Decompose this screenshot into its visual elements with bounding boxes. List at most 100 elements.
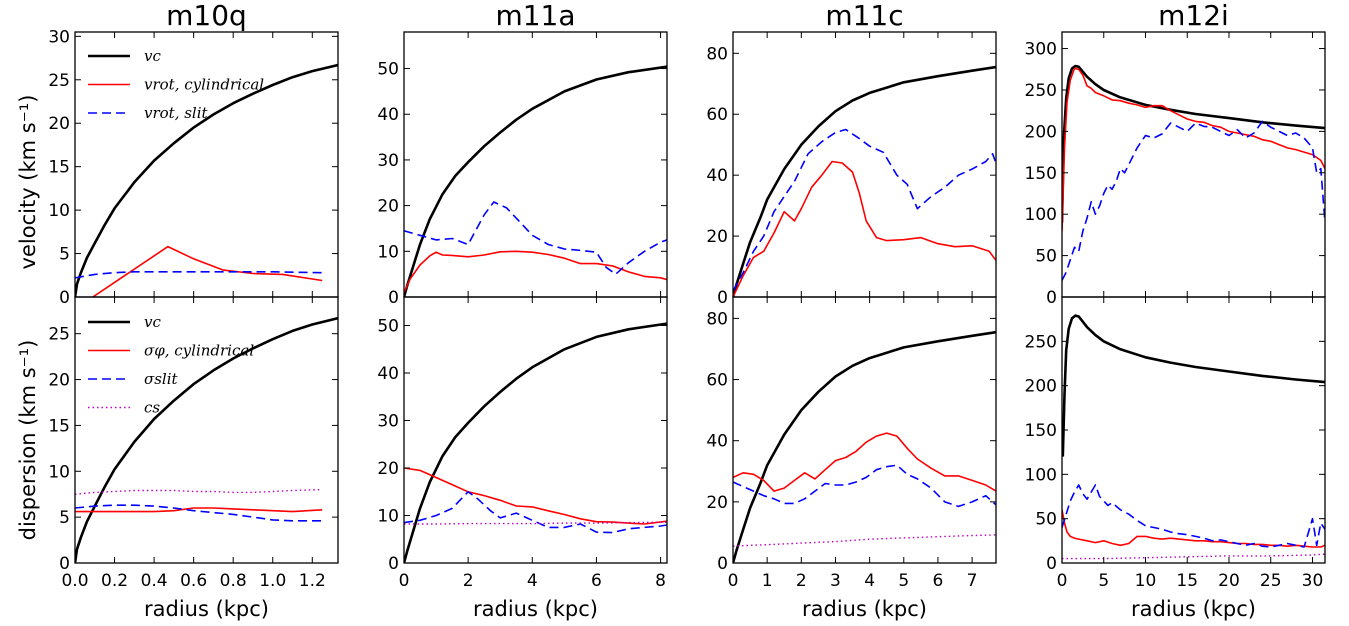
legend-label-slit: vrot, slit bbox=[144, 104, 209, 122]
y-tick-label: 20 bbox=[706, 227, 728, 247]
y-tick-label: 100 bbox=[1025, 205, 1057, 225]
bottom-axes-frame bbox=[403, 296, 668, 564]
bottom-series-group bbox=[404, 322, 667, 563]
bottom-series-cyl bbox=[75, 507, 323, 513]
bottom-series-slit bbox=[1062, 484, 1325, 548]
bottom-series-vc bbox=[75, 316, 338, 563]
y-tick-label: 0 bbox=[717, 554, 728, 574]
y-tick-label: 60 bbox=[706, 371, 728, 391]
y-tick-label: 10 bbox=[377, 507, 399, 527]
top-series-vc bbox=[75, 63, 338, 297]
legend-velocity: vc vrot, cylindrical vrot, slit bbox=[88, 47, 264, 122]
y-tick-label: 40 bbox=[377, 364, 399, 384]
top-series-group bbox=[75, 63, 338, 297]
legend-label-cs: cs bbox=[144, 399, 160, 417]
x-tick-label: 0.8 bbox=[220, 571, 247, 591]
bottom-axes-frame bbox=[732, 296, 997, 564]
panel-title: m10q bbox=[166, 0, 247, 32]
top-axes-frame bbox=[732, 31, 997, 298]
bottom-series-vc bbox=[1062, 314, 1325, 457]
y-tick-label: 80 bbox=[706, 309, 728, 329]
x-tick-label: 30 bbox=[1302, 571, 1324, 591]
y-tick-label: 25 bbox=[48, 71, 70, 91]
top-series-slit bbox=[404, 201, 667, 275]
bottom-axes-frame bbox=[74, 296, 339, 564]
y-tick-label: 10 bbox=[48, 201, 70, 221]
x-axis-label: radius (kpc) bbox=[473, 597, 598, 621]
y-tick-label: 0 bbox=[388, 288, 399, 308]
legend-label-vc: vc bbox=[144, 313, 161, 331]
y-tick-label: 10 bbox=[377, 242, 399, 262]
y-tick-label: 30 bbox=[377, 151, 399, 171]
legend-label-slit: σslit bbox=[144, 370, 179, 388]
top-axes-frame bbox=[74, 31, 339, 298]
y-tick-label: 5 bbox=[59, 245, 70, 265]
x-tick-label: 5 bbox=[1098, 571, 1109, 591]
y-tick-label: 150 bbox=[1025, 421, 1057, 441]
y-tick-label: 50 bbox=[1035, 510, 1057, 530]
bottom-series-cs bbox=[75, 488, 323, 495]
top-series-vc bbox=[733, 65, 996, 297]
top-series-slit bbox=[733, 128, 996, 292]
y-tick-label: 0 bbox=[1046, 554, 1057, 574]
bottom-series-cyl bbox=[733, 432, 996, 492]
y-tick-label: 20 bbox=[706, 493, 728, 513]
y-tick-label: 20 bbox=[48, 371, 70, 391]
y-axis-label-dispersion: dispersion (km s⁻¹) bbox=[16, 340, 40, 541]
bottom-series-vc bbox=[404, 322, 667, 563]
x-tick-label: 4 bbox=[864, 571, 875, 591]
panel-m12i: m12i 0 50 100 150 200 250 300 0 50 100 150 200 250 0 5 1… bbox=[1025, 0, 1326, 621]
legend-label-vc: vc bbox=[144, 47, 161, 65]
x-tick-label: 0 bbox=[728, 571, 739, 591]
y-tick-label: 40 bbox=[706, 432, 728, 452]
top-series-cyl bbox=[92, 245, 323, 297]
y-tick-label: 150 bbox=[1025, 164, 1057, 184]
y-tick-label: 0 bbox=[388, 554, 399, 574]
x-tick-label: 2 bbox=[796, 571, 807, 591]
bottom-series-group bbox=[733, 330, 996, 563]
bottom-series-cyl bbox=[1062, 509, 1325, 548]
y-tick-label: 100 bbox=[1025, 465, 1057, 485]
panel-m10q: m10q 0 5 10 15 20 25 30 0 5 10 15 20 25 0.0 0.2 0.4 0.6 0.… bbox=[48, 0, 339, 621]
panel-m11a: m11a 0 10 20 30 40 50 0 10 20 30 40 50 0 2 4 6 8 radius (k… bbox=[377, 0, 668, 621]
x-tick-label: 2 bbox=[463, 571, 474, 591]
top-series-cyl bbox=[1062, 67, 1325, 231]
x-tick-label: 5 bbox=[898, 571, 909, 591]
x-tick-label: 20 bbox=[1218, 571, 1240, 591]
x-tick-label: 0 bbox=[399, 571, 410, 591]
top-series-slit bbox=[1062, 120, 1325, 281]
y-tick-label: 40 bbox=[706, 166, 728, 186]
bottom-series-cs bbox=[733, 534, 996, 547]
bottom-series-vc bbox=[733, 330, 996, 563]
y-tick-label: 80 bbox=[706, 44, 728, 64]
panel-title: m12i bbox=[1158, 0, 1229, 32]
x-tick-label: 1.0 bbox=[259, 571, 286, 591]
x-tick-label: 6 bbox=[933, 571, 944, 591]
x-tick-label: 0.0 bbox=[61, 571, 88, 591]
y-axis-label-velocity: velocity (km s⁻¹) bbox=[16, 95, 40, 270]
bottom-series-group bbox=[75, 316, 338, 563]
y-tick-label: 15 bbox=[48, 416, 70, 436]
y-tick-label: 30 bbox=[377, 412, 399, 432]
y-tick-label: 15 bbox=[48, 158, 70, 178]
y-tick-label: 50 bbox=[377, 317, 399, 337]
x-tick-label: 8 bbox=[655, 571, 666, 591]
y-tick-label: 40 bbox=[377, 105, 399, 125]
x-axis-label: radius (kpc) bbox=[802, 597, 927, 621]
y-tick-label: 50 bbox=[377, 60, 399, 80]
bottom-series-cs bbox=[1062, 553, 1325, 560]
x-tick-label: 10 bbox=[1135, 571, 1157, 591]
top-series-group bbox=[1062, 64, 1325, 281]
top-series-cyl bbox=[404, 250, 667, 293]
x-tick-label: 0.2 bbox=[101, 571, 128, 591]
y-tick-label: 20 bbox=[377, 197, 399, 217]
y-tick-label: 20 bbox=[48, 114, 70, 134]
x-tick-label: 0.6 bbox=[180, 571, 207, 591]
x-axis-label: radius (kpc) bbox=[144, 597, 269, 621]
y-tick-label: 250 bbox=[1025, 332, 1057, 352]
y-tick-label: 50 bbox=[1035, 247, 1057, 267]
x-tick-label: 0.4 bbox=[141, 571, 168, 591]
y-tick-label: 25 bbox=[48, 325, 70, 345]
